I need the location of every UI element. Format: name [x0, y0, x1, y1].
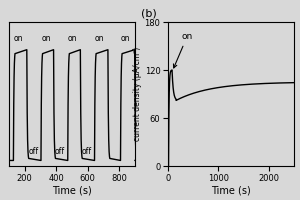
Text: on: on	[173, 32, 193, 68]
Text: off: off	[28, 147, 38, 156]
Text: (b): (b)	[141, 8, 157, 18]
Text: off: off	[55, 147, 65, 156]
Text: on: on	[14, 34, 23, 43]
X-axis label: Time (s): Time (s)	[52, 185, 92, 195]
Text: on: on	[95, 34, 104, 43]
Y-axis label: current density (μA/cm²): current density (μA/cm²)	[133, 47, 142, 141]
Text: off: off	[82, 147, 92, 156]
X-axis label: Time (s): Time (s)	[211, 185, 251, 195]
Text: on: on	[121, 34, 130, 43]
Text: on: on	[41, 34, 51, 43]
Text: on: on	[68, 34, 78, 43]
